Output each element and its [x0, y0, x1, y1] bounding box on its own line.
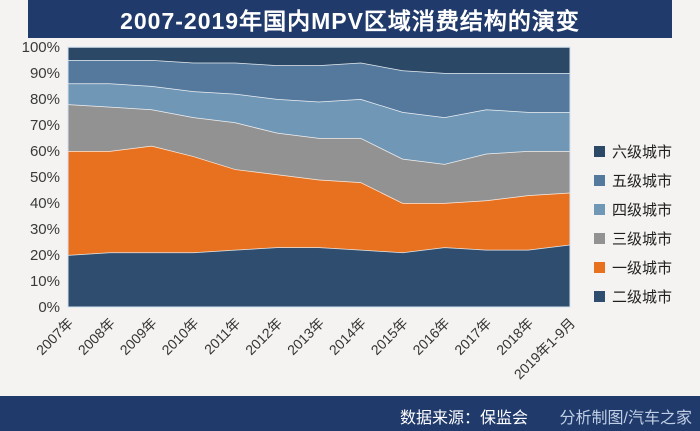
y-axis-tick-label: 60%	[30, 143, 60, 160]
area-series-六级城市	[68, 47, 570, 73]
y-axis-tick-label: 10%	[30, 273, 60, 290]
legend-swatch-icon	[594, 233, 605, 244]
legend-label: 五级城市	[612, 173, 673, 190]
area-series-五级城市	[68, 60, 570, 118]
legend-item: 五级城市	[594, 166, 672, 195]
x-axis-tick-label: 2013年	[284, 315, 327, 358]
x-axis-tick-label: 2007年	[33, 315, 76, 358]
x-axis-tick-label: 2012年	[242, 315, 285, 358]
footer-bar: 数据来源：保监会 分析制图/汽车之家	[0, 396, 700, 431]
y-axis-tick-label: 50%	[30, 169, 60, 186]
x-axis-tick-label: 2009年	[117, 315, 160, 358]
legend-swatch-icon	[594, 291, 605, 302]
y-axis-tick-label: 80%	[30, 91, 60, 108]
legend-label: 三级城市	[612, 231, 673, 248]
area-series-三级城市	[68, 104, 570, 203]
chart-svg: 0%10%20%30%40%50%60%70%80%90%100%2007年20…	[22, 39, 578, 382]
area-series-四级城市	[68, 83, 570, 164]
page-title: 2007-2019年国内MPV区域消费结构的演变	[120, 8, 580, 34]
x-axis-tick-label: 2011年	[201, 315, 244, 358]
chart-title-bar: 2007-2019年国内MPV区域消费结构的演变	[28, 0, 672, 38]
y-axis-tick-label: 20%	[30, 247, 60, 264]
data-source-text: 数据来源：保监会	[399, 410, 528, 427]
legend-swatch-icon	[594, 146, 605, 157]
y-axis-tick-label: 100%	[22, 39, 60, 56]
x-axis-tick-label: 2010年	[158, 315, 201, 358]
legend-swatch-icon	[594, 204, 605, 215]
x-axis-tick-label: 2014年	[326, 315, 369, 358]
legend-item: 二级城市	[594, 282, 672, 311]
y-axis-tick-label: 90%	[30, 65, 60, 82]
chart-legend: 六级城市五级城市四级城市三级城市一级城市二级城市	[594, 137, 672, 311]
area-series-二级城市	[68, 244, 570, 307]
watermark-text: 分析制图/汽车之家	[559, 410, 692, 427]
y-axis-tick-label: 30%	[30, 221, 60, 238]
area-series-一级城市	[68, 145, 570, 255]
legend-item: 六级城市	[594, 137, 672, 166]
y-axis-tick-label: 0%	[38, 299, 60, 316]
y-axis-tick-label: 40%	[30, 195, 60, 212]
legend-swatch-icon	[594, 175, 605, 186]
x-axis-tick-label: 2008年	[75, 315, 118, 358]
y-axis-tick-label: 70%	[30, 117, 60, 134]
legend-swatch-icon	[594, 262, 605, 273]
legend-label: 二级城市	[612, 289, 673, 306]
stacked-area-chart: 0% 10% 20% 30% 40% 50% 60% 70% 80% 90% 100% 2007年 20…	[0, 38, 700, 396]
plot-border	[67, 46, 571, 308]
legend-item: 一级城市	[594, 253, 672, 282]
x-axis-tick-label: 2015年	[368, 315, 411, 358]
legend-item: 三级城市	[594, 224, 672, 253]
legend-item: 四级城市	[594, 195, 672, 224]
x-axis-tick-label: 2016年	[409, 315, 452, 358]
x-axis-tick-label: 2017年	[451, 315, 494, 358]
legend-label: 一级城市	[612, 260, 673, 277]
legend-label: 六级城市	[612, 144, 673, 161]
legend-label: 四级城市	[612, 202, 673, 219]
